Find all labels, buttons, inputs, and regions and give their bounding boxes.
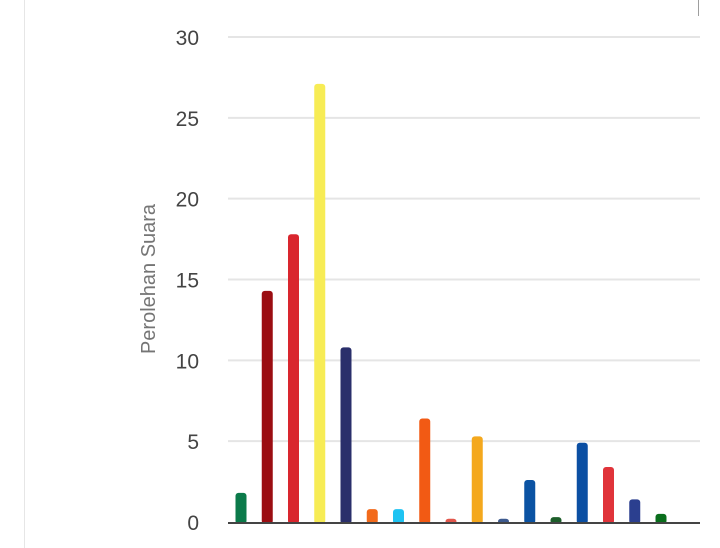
bar bbox=[393, 509, 404, 524]
y-tick-label: 15 bbox=[176, 270, 199, 293]
bar bbox=[366, 509, 378, 524]
bar bbox=[340, 347, 352, 524]
y-tick-label: 5 bbox=[187, 431, 199, 454]
bar bbox=[524, 479, 536, 524]
y-tick-label: 10 bbox=[176, 350, 199, 373]
gridlines bbox=[228, 36, 700, 443]
bar bbox=[314, 83, 326, 524]
y-tick-label: 0 bbox=[187, 512, 199, 535]
left-divider bbox=[24, 0, 25, 548]
bars bbox=[235, 83, 667, 524]
bar bbox=[576, 442, 588, 524]
bar bbox=[261, 290, 273, 524]
bar bbox=[419, 418, 431, 524]
y-tick-labels: 0 5 10 15 20 25 30 bbox=[176, 27, 199, 535]
bar bbox=[235, 492, 247, 524]
y-tick-label: 20 bbox=[176, 189, 199, 212]
y-axis-label: Perolehan Suara bbox=[138, 203, 160, 354]
y-tick-label: 25 bbox=[176, 108, 199, 131]
bar bbox=[603, 467, 614, 524]
bar bbox=[288, 234, 299, 524]
top-right-divider bbox=[698, 0, 699, 16]
bar bbox=[655, 513, 667, 524]
bar bbox=[629, 499, 641, 524]
bar bbox=[471, 436, 483, 524]
y-tick-label: 30 bbox=[176, 27, 199, 50]
